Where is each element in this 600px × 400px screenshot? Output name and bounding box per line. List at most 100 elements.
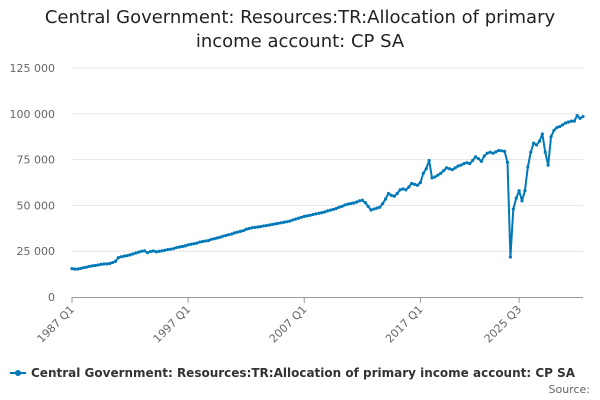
- data-point[interactable]: [369, 208, 373, 212]
- data-point[interactable]: [160, 249, 164, 253]
- data-point[interactable]: [87, 264, 92, 269]
- data-point[interactable]: [218, 235, 222, 239]
- data-point[interactable]: [227, 233, 231, 237]
- data-point[interactable]: [212, 237, 216, 241]
- data-point[interactable]: [166, 247, 170, 252]
- data-point[interactable]: [343, 203, 347, 207]
- data-point[interactable]: [203, 239, 208, 243]
- data-point[interactable]: [520, 199, 524, 203]
- data-point[interactable]: [572, 119, 576, 123]
- data-point[interactable]: [494, 150, 498, 154]
- data-point[interactable]: [378, 205, 382, 209]
- data-point[interactable]: [224, 233, 228, 238]
- data-point[interactable]: [247, 226, 251, 231]
- data-point[interactable]: [241, 229, 245, 233]
- data-point[interactable]: [401, 187, 405, 191]
- data-point[interactable]: [511, 207, 515, 211]
- data-point[interactable]: [465, 161, 469, 165]
- data-point[interactable]: [154, 250, 158, 254]
- data-point[interactable]: [113, 259, 118, 263]
- data-point[interactable]: [299, 215, 303, 219]
- data-point[interactable]: [491, 151, 495, 155]
- data-point[interactable]: [206, 238, 211, 243]
- data-point[interactable]: [82, 266, 86, 270]
- data-point[interactable]: [540, 132, 544, 136]
- series-line[interactable]: [71, 114, 584, 271]
- data-point[interactable]: [383, 197, 388, 201]
- data-point[interactable]: [276, 221, 280, 225]
- data-point[interactable]: [392, 194, 396, 198]
- data-point[interactable]: [116, 256, 121, 260]
- data-point[interactable]: [96, 263, 100, 267]
- data-point[interactable]: [529, 150, 533, 154]
- data-point[interactable]: [566, 120, 571, 124]
- data-point[interactable]: [476, 157, 481, 161]
- data-point[interactable]: [381, 201, 385, 206]
- data-point[interactable]: [323, 210, 327, 214]
- data-point[interactable]: [70, 267, 74, 271]
- data-point[interactable]: [404, 188, 408, 192]
- data-point[interactable]: [308, 213, 312, 217]
- data-point[interactable]: [325, 209, 330, 213]
- data-point[interactable]: [122, 254, 126, 258]
- data-point[interactable]: [238, 229, 242, 234]
- data-point[interactable]: [549, 135, 553, 139]
- data-point[interactable]: [450, 168, 454, 172]
- data-point[interactable]: [546, 163, 550, 167]
- data-point[interactable]: [183, 244, 187, 248]
- data-point[interactable]: [169, 247, 173, 251]
- data-point[interactable]: [410, 181, 414, 186]
- data-point[interactable]: [532, 141, 536, 145]
- data-point[interactable]: [235, 230, 240, 234]
- legend[interactable]: Central Government: Resources:TR:Allocat…: [10, 364, 575, 382]
- data-point[interactable]: [352, 201, 356, 205]
- data-point[interactable]: [177, 245, 182, 249]
- data-point[interactable]: [79, 266, 83, 271]
- data-point[interactable]: [340, 204, 344, 208]
- data-point[interactable]: [99, 262, 103, 266]
- data-point[interactable]: [349, 201, 353, 206]
- data-point[interactable]: [482, 154, 486, 158]
- data-point[interactable]: [180, 244, 184, 249]
- data-point[interactable]: [157, 249, 161, 253]
- data-point[interactable]: [296, 216, 301, 220]
- data-point[interactable]: [514, 196, 518, 200]
- data-point[interactable]: [517, 189, 521, 193]
- data-point[interactable]: [418, 180, 423, 185]
- data-point[interactable]: [569, 119, 573, 123]
- data-point[interactable]: [108, 261, 112, 266]
- data-point[interactable]: [314, 212, 318, 216]
- data-point[interactable]: [346, 202, 350, 206]
- data-point[interactable]: [500, 149, 504, 153]
- data-point[interactable]: [195, 241, 199, 245]
- data-point[interactable]: [395, 191, 399, 196]
- data-point[interactable]: [125, 254, 129, 258]
- data-point[interactable]: [105, 262, 109, 266]
- data-point[interactable]: [462, 162, 466, 166]
- data-point[interactable]: [320, 211, 324, 215]
- data-point[interactable]: [131, 252, 135, 256]
- data-point[interactable]: [142, 249, 147, 253]
- data-point[interactable]: [389, 193, 393, 197]
- data-point[interactable]: [128, 253, 132, 257]
- data-point[interactable]: [145, 251, 150, 255]
- data-point[interactable]: [311, 212, 315, 217]
- data-point[interactable]: [293, 217, 298, 221]
- data-point[interactable]: [555, 125, 559, 130]
- data-point[interactable]: [119, 255, 123, 259]
- data-point[interactable]: [534, 143, 539, 147]
- data-point[interactable]: [288, 219, 292, 223]
- data-point[interactable]: [305, 214, 309, 218]
- data-point[interactable]: [468, 162, 472, 166]
- data-point[interactable]: [407, 185, 411, 189]
- data-point[interactable]: [413, 182, 417, 186]
- data-point[interactable]: [267, 223, 272, 227]
- data-point[interactable]: [537, 139, 542, 143]
- data-point[interactable]: [552, 128, 556, 132]
- data-point[interactable]: [444, 166, 449, 170]
- data-point[interactable]: [76, 267, 80, 271]
- data-point[interactable]: [503, 149, 507, 153]
- data-point[interactable]: [354, 200, 359, 204]
- data-point[interactable]: [93, 263, 97, 268]
- data-point[interactable]: [151, 249, 155, 253]
